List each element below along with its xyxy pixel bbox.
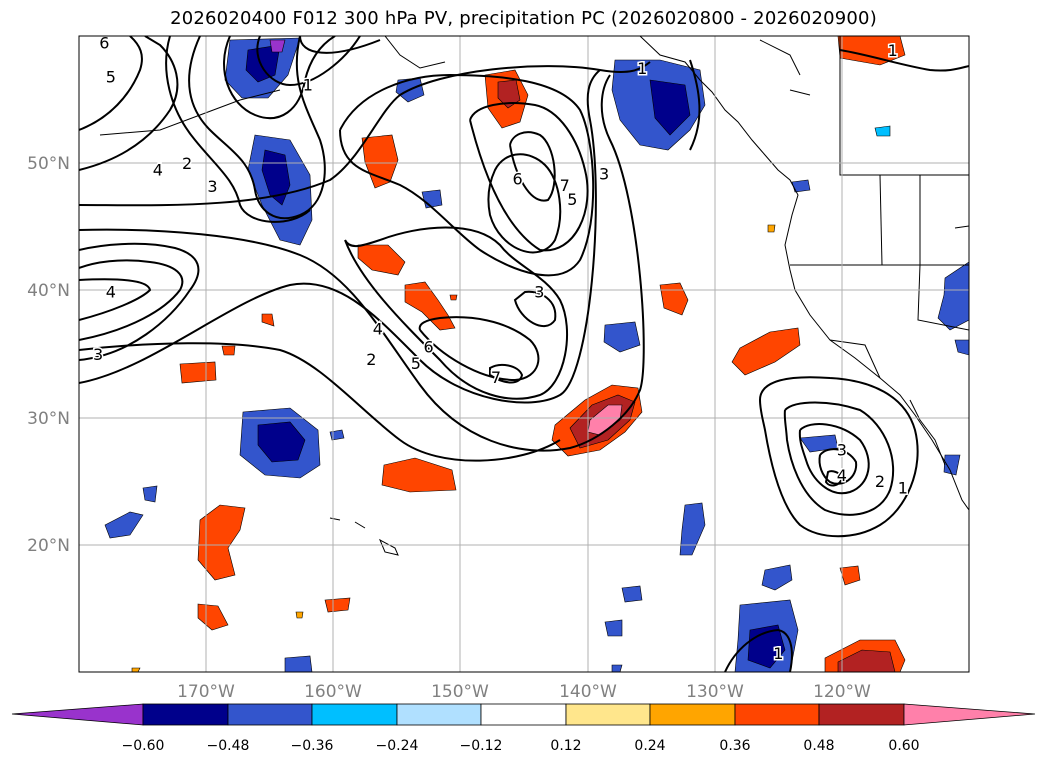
lon-tick-label: 160°W xyxy=(304,682,362,702)
colorbar-tick-labels: −0.60 −0.48 −0.36 −0.24 −0.12 0.12 0.24 … xyxy=(122,738,920,754)
colorbar-tick-label: −0.48 xyxy=(207,738,250,754)
colorbar-swatch xyxy=(649,703,736,726)
pv-contour-label: 3 xyxy=(837,440,847,459)
lat-tick-label: 20°N xyxy=(27,536,70,556)
pv-contour-label: 6 xyxy=(513,170,523,189)
colorbar xyxy=(11,703,1036,726)
pv-contour-label: 2 xyxy=(366,350,376,369)
colorbar-swatch xyxy=(396,703,482,726)
pv-contour-label: 3 xyxy=(93,345,103,364)
colorbar-swatch xyxy=(734,703,820,726)
pv-contour-label: 1 xyxy=(888,41,898,60)
lon-tick-label: 120°W xyxy=(813,682,871,702)
pv-contour-label: 1 xyxy=(637,59,647,78)
colorbar-tick-label: −0.60 xyxy=(122,738,165,754)
pv-contour-label: 1 xyxy=(773,644,783,663)
lat-tick-label: 40°N xyxy=(27,281,70,301)
lon-tick-label: 140°W xyxy=(559,682,617,702)
pv-contour-label: 3 xyxy=(599,164,609,183)
colorbar-over-extension xyxy=(903,703,1036,726)
lon-tick-label: 150°W xyxy=(431,682,489,702)
pv-contour-label: 7 xyxy=(560,176,570,195)
lon-tick-labels: 170°W 160°W 150°W 140°W 130°W 120°W xyxy=(177,682,871,702)
colorbar-tick-label: −0.36 xyxy=(291,738,334,754)
pv-contour-label: 5 xyxy=(567,190,577,209)
map-frame xyxy=(78,35,970,673)
pv-contour-label: 4 xyxy=(106,283,116,302)
colorbar-tick-label: −0.24 xyxy=(376,738,419,754)
pv-contour-label: 3 xyxy=(207,177,217,196)
colorbar-swatch xyxy=(565,703,651,726)
colorbar-swatch xyxy=(480,703,567,726)
colorbar-swatch xyxy=(311,703,398,726)
precip-positive-shading xyxy=(131,36,906,672)
pv-contour-label: 4 xyxy=(373,320,383,339)
lat-tick-label: 50°N xyxy=(27,154,70,174)
coastlines xyxy=(99,36,969,556)
colorbar-swatch xyxy=(818,703,905,726)
pv-contour-label: 2 xyxy=(182,154,192,173)
lon-tick-label: 170°W xyxy=(177,682,235,702)
pv-contour-label: 2 xyxy=(875,472,885,491)
colorbar-swatch xyxy=(142,703,229,726)
pv-contour-label: 4 xyxy=(837,466,847,485)
colorbar-under-extension xyxy=(11,703,144,726)
pv-contours xyxy=(79,36,969,672)
lon-tick-label: 130°W xyxy=(686,682,744,702)
colorbar-tick-label: 0.36 xyxy=(719,738,750,754)
colorbar-tick-label: 0.48 xyxy=(803,738,834,754)
pv-contour-label: 6 xyxy=(99,33,109,52)
lat-tick-labels: 20°N 30°N 40°N 50°N xyxy=(27,154,70,556)
colorbar-tick-label: 0.12 xyxy=(550,738,581,754)
pv-contour-label: 1 xyxy=(303,75,313,94)
pv-contour-label: 1 xyxy=(898,479,908,498)
pv-contour-label: 5 xyxy=(411,354,421,373)
colorbar-tick-label: 0.24 xyxy=(634,738,665,754)
pv-contour-label: 3 xyxy=(534,283,544,302)
pv-contour-label: 6 xyxy=(424,337,434,356)
pv-contour-label: 7 xyxy=(491,368,501,387)
colorbar-tick-label: 0.60 xyxy=(888,738,919,754)
pv-contour-label: 5 xyxy=(106,68,116,87)
colorbar-swatch xyxy=(227,703,313,726)
colorbar-tick-label: −0.12 xyxy=(460,738,503,754)
lat-tick-label: 30°N xyxy=(27,409,70,429)
chart-title: 2026020400 F012 300 hPa PV, precipitatio… xyxy=(170,8,877,29)
pv-contour-label: 4 xyxy=(153,161,163,180)
gridlines xyxy=(79,36,969,672)
